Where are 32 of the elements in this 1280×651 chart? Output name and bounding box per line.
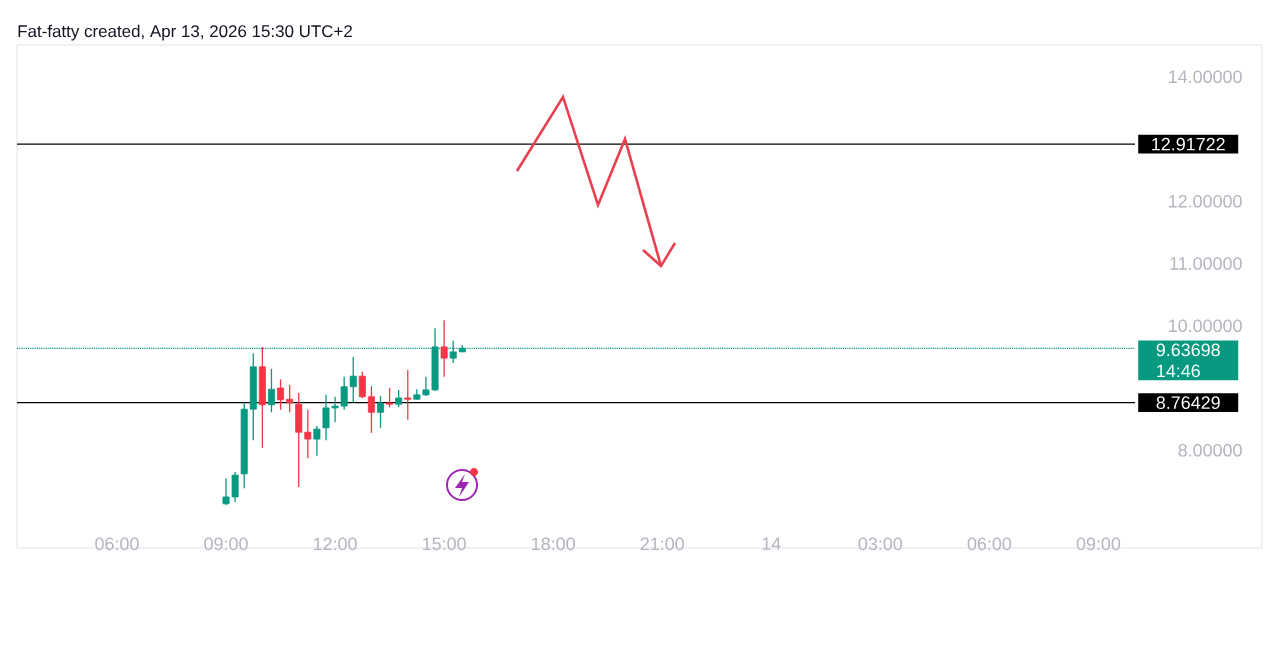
candlestick [377, 395, 384, 429]
ref-line-label: 8.76429 [1156, 396, 1220, 410]
candlestick [404, 369, 412, 421]
x-tick-label: 18:00 [532, 537, 575, 551]
chart-title: Fat-fatty created, Apr 13, 2026 15:30 UTC+2 [18, 24, 352, 41]
candlestick [313, 425, 321, 457]
y-tick-label: 12.00000 [1169, 194, 1242, 208]
candlestick [349, 356, 357, 403]
y-tick-label: 8.00000 [1178, 443, 1242, 457]
x-tick-label: 12:00 [313, 537, 357, 551]
candlestick [367, 385, 375, 434]
annotation: 14:46 [1157, 364, 1200, 378]
x-tick-label: 06:00 [95, 537, 139, 551]
ref-line-label: 9.63698 [1156, 343, 1220, 357]
y-tick-label: 14.00000 [1169, 70, 1242, 84]
x-tick-label: 21:00 [640, 537, 684, 551]
candlestick [277, 378, 285, 411]
candlestick [286, 384, 294, 413]
x-tick-label: 09:00 [204, 537, 248, 551]
x-tick-label: 06:00 [967, 537, 1012, 551]
candlestick [267, 368, 275, 413]
candlestick [358, 371, 366, 399]
x-tick-label: 09:00 [1076, 537, 1121, 551]
candlestick [304, 409, 312, 460]
x-tick-label: 15:00 [423, 537, 466, 551]
candlestick [386, 387, 394, 408]
y-tick-label: 11.00000 [1170, 257, 1242, 270]
x-tick-label: 14 [762, 537, 781, 550]
ref-line-label: 12.91722 [1152, 137, 1225, 151]
x-tick-label: 03:00 [858, 537, 903, 551]
y-tick-label: 10.00000 [1169, 319, 1242, 333]
candlestick [440, 319, 448, 378]
